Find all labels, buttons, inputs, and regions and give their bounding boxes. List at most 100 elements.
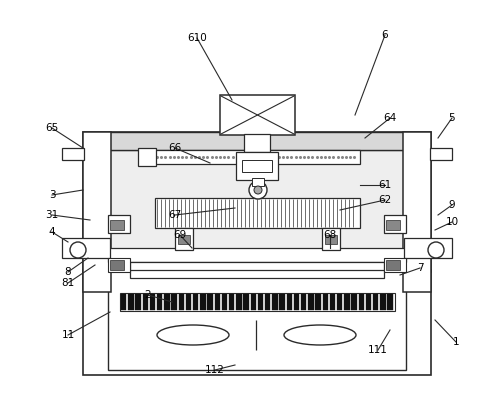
Bar	[322, 294, 328, 310]
Bar	[387, 294, 392, 310]
Text: 1: 1	[452, 337, 458, 347]
Text: 9: 9	[448, 200, 454, 210]
Text: 111: 111	[367, 345, 387, 355]
Bar	[365, 294, 371, 310]
Bar	[358, 294, 363, 310]
Bar	[108, 215, 130, 233]
Bar	[293, 294, 299, 310]
Ellipse shape	[284, 325, 355, 345]
Bar	[315, 294, 320, 310]
Text: 68: 68	[323, 230, 336, 240]
Text: 31: 31	[45, 210, 59, 220]
Bar	[130, 262, 383, 272]
Circle shape	[427, 242, 443, 258]
Bar	[108, 258, 130, 272]
Bar	[108, 132, 405, 150]
Text: 112: 112	[204, 365, 224, 375]
Text: 8: 8	[65, 267, 71, 277]
Bar	[329, 294, 335, 310]
Text: 3: 3	[49, 190, 55, 200]
Bar	[383, 258, 405, 272]
Text: 61: 61	[378, 180, 391, 190]
Bar	[243, 294, 248, 310]
Bar	[207, 294, 212, 310]
Bar	[252, 178, 264, 186]
Text: 65: 65	[45, 123, 59, 133]
Bar	[138, 148, 156, 166]
Bar	[157, 294, 162, 310]
Text: 7: 7	[416, 263, 422, 273]
Bar	[185, 294, 191, 310]
Bar	[200, 294, 205, 310]
Text: 62: 62	[378, 195, 391, 205]
Bar	[336, 294, 342, 310]
Bar	[429, 148, 451, 160]
Circle shape	[254, 186, 262, 194]
Bar	[142, 294, 148, 310]
Bar	[108, 270, 405, 370]
Text: 67: 67	[168, 210, 181, 220]
Text: 69: 69	[173, 230, 186, 240]
Bar	[228, 294, 234, 310]
Bar	[403, 238, 451, 258]
Bar	[62, 148, 84, 160]
Bar	[192, 294, 198, 310]
Text: 4: 4	[49, 227, 55, 237]
Bar	[110, 260, 124, 270]
Bar	[164, 294, 169, 310]
Bar	[214, 294, 219, 310]
Bar	[155, 150, 359, 164]
Text: 64: 64	[383, 113, 396, 123]
Bar	[110, 220, 124, 230]
Bar	[83, 270, 430, 375]
Bar	[372, 294, 378, 310]
Bar	[83, 132, 430, 272]
Bar	[385, 260, 399, 270]
Bar	[108, 248, 405, 262]
Bar	[272, 294, 277, 310]
Bar	[383, 215, 405, 233]
Bar	[130, 270, 383, 278]
Bar	[120, 293, 394, 311]
Bar	[324, 235, 336, 244]
Text: 2: 2	[144, 290, 151, 300]
Bar	[279, 294, 285, 310]
Bar	[178, 235, 189, 244]
Bar	[385, 220, 399, 230]
Bar	[241, 160, 272, 172]
Circle shape	[248, 181, 267, 199]
Bar	[219, 95, 295, 135]
Text: 5: 5	[448, 113, 454, 123]
Text: 610: 610	[187, 33, 206, 43]
Text: 66: 66	[168, 143, 181, 153]
Bar	[301, 294, 306, 310]
Bar	[250, 294, 256, 310]
Bar	[128, 294, 133, 310]
Bar	[402, 132, 430, 292]
Bar	[258, 294, 263, 310]
Bar	[286, 294, 292, 310]
Bar	[221, 294, 227, 310]
Text: 6: 6	[381, 30, 388, 40]
Bar	[83, 132, 111, 292]
Bar	[175, 228, 192, 250]
Bar	[108, 150, 405, 268]
Bar	[121, 294, 126, 310]
Bar	[135, 294, 141, 310]
Bar	[178, 294, 184, 310]
Bar	[379, 294, 385, 310]
Bar	[236, 294, 241, 310]
Bar	[344, 294, 349, 310]
Circle shape	[70, 242, 86, 258]
Bar	[235, 152, 278, 180]
Bar	[243, 134, 270, 152]
Bar	[351, 294, 356, 310]
Bar	[308, 294, 313, 310]
Bar	[265, 294, 270, 310]
Bar	[155, 198, 359, 228]
Bar	[321, 228, 339, 250]
Text: 10: 10	[444, 217, 457, 227]
Text: 11: 11	[61, 330, 75, 340]
Bar	[62, 238, 110, 258]
Text: 81: 81	[61, 278, 75, 288]
